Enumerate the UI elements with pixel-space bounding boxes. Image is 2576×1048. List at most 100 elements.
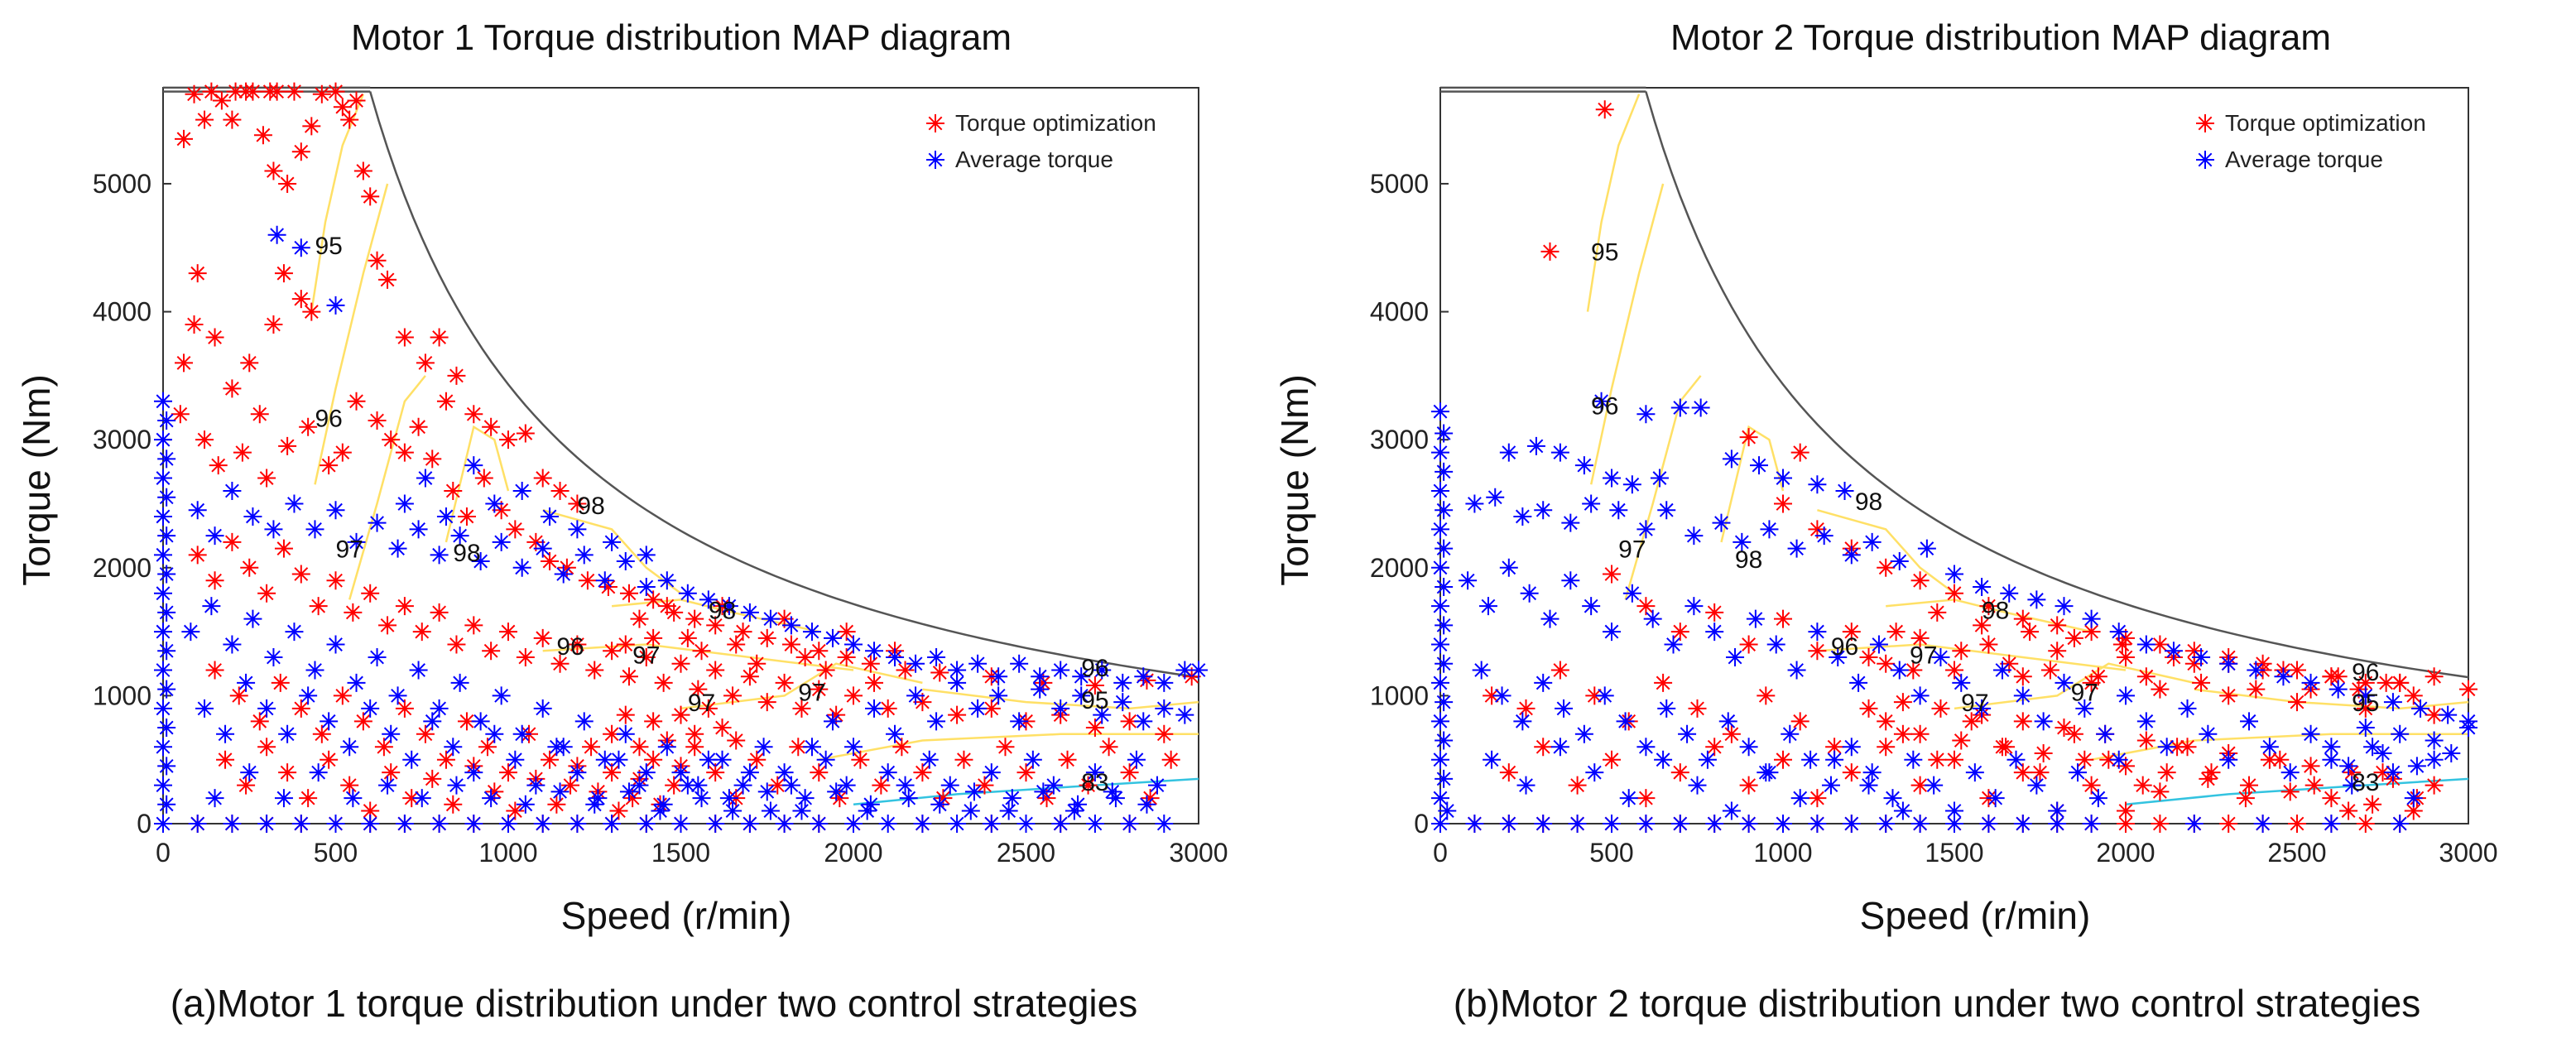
data-point — [205, 661, 224, 680]
data-point — [333, 443, 352, 462]
data-point — [968, 699, 988, 718]
data-point — [550, 654, 570, 673]
data-point — [2373, 743, 2392, 762]
data-point — [1886, 623, 1906, 642]
data-point — [837, 623, 856, 642]
data-point — [2136, 731, 2155, 750]
data-point — [2136, 712, 2155, 731]
data-point — [1031, 667, 1050, 686]
data-point — [1835, 482, 1854, 501]
data-point — [1478, 597, 1497, 616]
data-point — [154, 392, 172, 411]
data-point — [474, 469, 493, 488]
data-point — [395, 328, 414, 347]
data-point — [499, 430, 517, 449]
data-point — [1085, 719, 1104, 738]
data-point — [775, 673, 794, 692]
data-point — [2407, 757, 2426, 776]
legend-label: Torque optimization — [955, 110, 1156, 136]
data-point — [216, 750, 235, 769]
data-point — [595, 750, 614, 769]
data-point — [416, 724, 435, 743]
data-point — [689, 776, 708, 795]
data-point — [1757, 686, 1776, 705]
data-point — [1670, 763, 1689, 782]
y-tick-label: 0 — [137, 809, 151, 839]
y-tick-label: 0 — [1414, 809, 1429, 839]
data-point — [2260, 738, 2279, 757]
data-point — [278, 436, 297, 455]
data-point — [671, 763, 690, 782]
data-point — [2363, 738, 2382, 757]
data-point — [2363, 795, 2382, 814]
data-point — [492, 501, 511, 520]
data-point — [1965, 763, 1984, 782]
data-point — [1705, 815, 1724, 833]
data-point — [1774, 494, 1792, 513]
data-point — [651, 801, 670, 820]
data-point — [1945, 565, 1963, 584]
data-point — [1705, 738, 1724, 757]
data-point — [541, 552, 560, 571]
data-point — [989, 667, 1008, 686]
data-point — [299, 686, 318, 705]
contour-label: 96 — [1831, 633, 1858, 661]
data-point — [2055, 719, 2074, 738]
data-point — [326, 501, 345, 520]
data-point — [506, 801, 525, 820]
data-point — [740, 815, 759, 833]
data-point — [1155, 673, 1174, 692]
data-point — [886, 648, 905, 667]
data-point — [154, 738, 172, 757]
data-point — [302, 117, 321, 136]
x-axis-label: Speed (r/min) — [561, 894, 792, 937]
data-point — [1499, 815, 1518, 833]
data-point — [1435, 577, 1454, 596]
data-point — [299, 789, 318, 808]
data-point — [768, 776, 787, 795]
data-point — [1550, 661, 1569, 680]
data-point — [1431, 815, 1449, 833]
data-point — [2040, 661, 2059, 680]
data-point — [430, 546, 449, 565]
data-point — [195, 430, 214, 449]
data-point — [1790, 443, 1809, 462]
data-point — [2240, 776, 2259, 795]
data-point — [982, 699, 1001, 718]
data-point — [1986, 789, 2005, 808]
data-point — [1910, 686, 1930, 705]
data-point — [761, 609, 780, 628]
data-point — [533, 628, 552, 647]
data-point — [412, 789, 431, 808]
data-point — [2027, 776, 2046, 795]
data-point — [243, 507, 262, 526]
data-point — [1603, 750, 1621, 769]
data-point — [1120, 763, 1139, 782]
data-point — [1733, 532, 1752, 551]
x-tick-label: 1500 — [651, 838, 710, 868]
data-point — [802, 738, 821, 757]
data-point — [1945, 584, 1963, 603]
data-point — [550, 482, 570, 501]
data-point — [1595, 686, 1614, 705]
data-point — [333, 686, 352, 705]
motor-1-chart: Motor 1 Torque distribution MAP diagram … — [15, 17, 1228, 937]
data-point — [678, 628, 697, 647]
data-point — [1718, 712, 1737, 731]
legend-label: Average torque — [955, 147, 1113, 172]
data-point — [1814, 526, 1833, 546]
data-point — [347, 532, 366, 551]
contour-label: 95 — [2352, 690, 2379, 717]
data-point — [257, 738, 276, 757]
data-point — [547, 738, 566, 757]
data-point — [1147, 776, 1166, 795]
data-point — [844, 686, 863, 705]
data-point — [1431, 635, 1449, 654]
data-point — [2219, 654, 2238, 673]
data-point — [436, 750, 455, 769]
data-point — [1435, 654, 1454, 673]
data-point — [1622, 475, 1641, 494]
data-point — [157, 526, 176, 546]
data-point — [1722, 724, 1741, 743]
data-point — [2164, 642, 2183, 661]
